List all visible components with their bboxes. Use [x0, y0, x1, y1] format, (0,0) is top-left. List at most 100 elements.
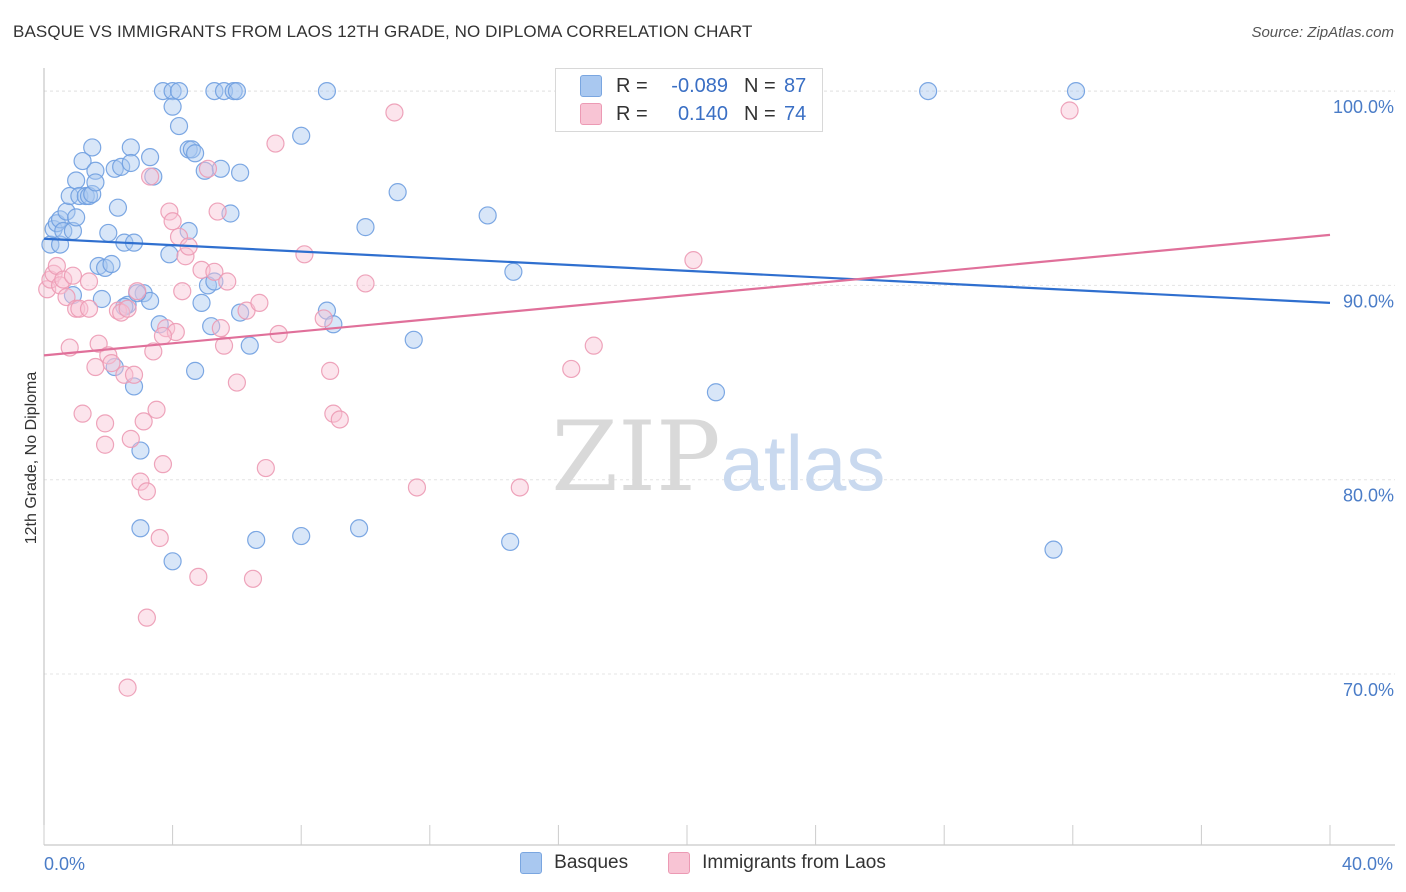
y-tick-label: 70.0%: [1343, 680, 1394, 700]
basques-point: [205, 81, 224, 101]
laos-point: [211, 319, 230, 338]
laos-point: [128, 282, 147, 301]
legend-r-label: R =: [616, 102, 648, 125]
laos-point: [79, 272, 99, 291]
basques-point: [163, 97, 182, 116]
basques-point: [195, 161, 214, 180]
laos-point: [250, 293, 269, 312]
basques-point: [57, 202, 76, 221]
x-tick-label: 0.0%: [44, 854, 85, 874]
laos-trend-line: [43, 233, 1331, 357]
basques-point: [105, 159, 124, 178]
axis-layer: 70.0% 80.0% 90.0% 100.0% 0.0% 40.0%: [43, 68, 1395, 874]
laos-point: [118, 678, 137, 697]
laos-point: [227, 373, 246, 392]
laos-point: [356, 274, 375, 293]
laos-point: [89, 334, 108, 353]
laos-point: [95, 435, 115, 454]
basques-point: [317, 81, 337, 101]
legend-row-basques: R = -0.089 N = 87: [580, 73, 806, 99]
chart-title: BASQUE VS IMMIGRANTS FROM LAOS 12TH GRAD…: [13, 22, 753, 41]
legend-swatch-laos: [580, 103, 602, 125]
legend-n-value: 87: [784, 74, 807, 97]
laos-point: [1060, 101, 1079, 120]
basques-point: [504, 262, 523, 281]
laos-point: [73, 404, 92, 423]
basques-point: [86, 173, 105, 192]
basques-point: [186, 361, 205, 380]
basques-point: [501, 532, 520, 551]
basques-point: [112, 157, 131, 176]
laos-point: [218, 272, 237, 291]
laos-point: [124, 365, 144, 384]
laos-point: [140, 167, 160, 186]
basques-point: [140, 148, 160, 167]
basques-point: [227, 81, 246, 101]
basques-point: [240, 336, 259, 355]
legend-n-label: N =: [744, 74, 776, 97]
trend-layer: [43, 233, 1331, 357]
basques-point: [919, 81, 938, 101]
basques-point: [60, 186, 79, 206]
laos-point: [70, 299, 89, 318]
laos-point: [144, 342, 163, 361]
points-layer: [38, 81, 1086, 697]
legend-row-laos: R = 0.140 N = 74: [580, 101, 806, 127]
basques-point: [83, 138, 102, 157]
laos-point: [266, 134, 285, 153]
basques-point: [1066, 81, 1086, 101]
basques-point: [231, 303, 250, 322]
y-tick-label: 100.0%: [1333, 97, 1394, 117]
basques-point: [292, 126, 311, 145]
laos-point: [153, 455, 173, 474]
basques-point: [131, 519, 150, 538]
y-axis-title: 12th Grade, No Diploma: [23, 372, 40, 545]
basques-point: [169, 116, 189, 136]
basques-point: [404, 330, 423, 349]
basques-point: [73, 151, 92, 171]
basques-point: [121, 153, 140, 173]
basques-point: [99, 223, 118, 243]
basques-point: [121, 138, 140, 157]
laos-point: [137, 608, 156, 627]
laos-point: [153, 326, 173, 346]
laos-point: [385, 103, 404, 122]
legend-r-value: 0.140: [677, 102, 728, 125]
laos-point: [584, 336, 603, 355]
legend-n-value: 74: [784, 102, 807, 125]
laos-point: [205, 262, 224, 281]
laos-point: [198, 159, 218, 178]
basques-point: [179, 221, 198, 241]
laos-point: [95, 414, 115, 433]
basques-point: [192, 293, 211, 312]
laos-point: [314, 309, 333, 328]
basques-point: [102, 254, 121, 274]
series-legend-basques[interactable]: Basques: [520, 852, 628, 874]
series-legend-laos[interactable]: Immigrants from Laos: [668, 852, 886, 874]
laos-point: [176, 247, 195, 266]
basques-point: [186, 144, 205, 163]
laos-point: [208, 202, 227, 221]
series-legend: Basques Immigrants from Laos: [0, 852, 1406, 874]
laos-point: [160, 202, 179, 221]
series-swatch-basques: [520, 852, 543, 874]
legend-n-label: N =: [744, 102, 776, 125]
laos-point: [121, 429, 140, 448]
y-tick-label: 80.0%: [1343, 486, 1394, 506]
laos-point: [321, 361, 340, 380]
laos-point: [79, 299, 99, 318]
basques-point: [1044, 540, 1063, 559]
series-swatch-laos: [668, 852, 691, 874]
laos-point: [134, 412, 153, 431]
basques-point: [153, 81, 173, 101]
laos-point: [330, 410, 349, 429]
basques-point: [247, 530, 266, 550]
basques-point: [169, 81, 189, 101]
chart-source: Source: ZipAtlas.com: [1251, 24, 1394, 41]
laos-point: [510, 478, 529, 497]
laos-point: [684, 251, 703, 270]
laos-point: [173, 282, 192, 301]
laos-point: [115, 365, 134, 384]
laos-point: [118, 299, 137, 318]
laos-point: [214, 336, 234, 355]
